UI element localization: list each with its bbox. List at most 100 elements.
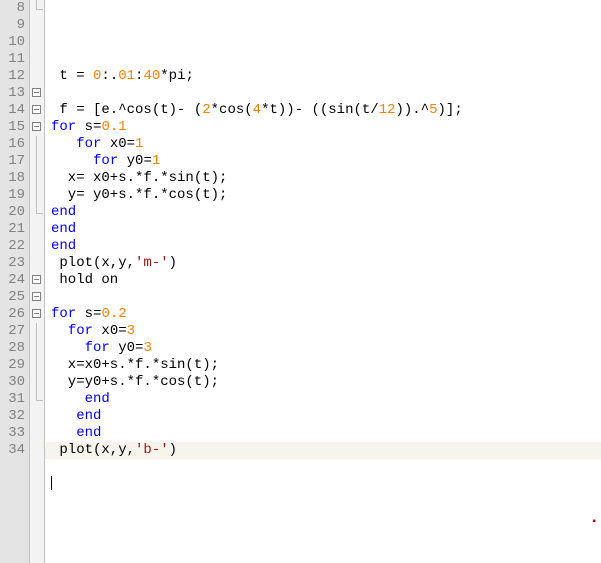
line-number: 30 [0, 374, 25, 391]
code-line[interactable]: x=x0+s.*f.*sin(t); [51, 357, 601, 374]
code-line[interactable]: for s=0.2 [51, 306, 601, 323]
line-number: 12 [0, 68, 25, 85]
token-num: 1 [152, 153, 160, 169]
code-line[interactable] [51, 51, 601, 68]
code-line[interactable] [51, 476, 601, 493]
fold-cell[interactable] [30, 272, 44, 289]
token-id [51, 323, 68, 339]
fold-cell [30, 153, 44, 170]
token-kw: end [76, 425, 101, 441]
line-number: 21 [0, 221, 25, 238]
fold-cell [30, 34, 44, 51]
code-line[interactable] [51, 34, 601, 51]
fold-cell[interactable] [30, 306, 44, 323]
token-kw: for [93, 153, 118, 169]
token-id: s= [76, 306, 101, 322]
line-number: 31 [0, 391, 25, 408]
fold-cell [30, 340, 44, 357]
code-line[interactable]: end [51, 204, 601, 221]
token-id: ) [169, 255, 177, 271]
token-num: 01 [118, 68, 135, 84]
code-line[interactable]: x= x0+s.*f.*sin(t); [51, 170, 601, 187]
token-id: f = [e.^cos(t)- ( [51, 102, 202, 118]
code-line[interactable]: plot(x,y,'b-') [51, 442, 601, 459]
fold-toggle-icon[interactable] [32, 309, 41, 318]
code-line[interactable]: hold on [51, 272, 601, 289]
token-id: )).^ [396, 102, 430, 118]
line-number: 18 [0, 170, 25, 187]
fold-cell [30, 17, 44, 34]
fold-cell [30, 442, 44, 459]
line-number: 11 [0, 51, 25, 68]
token-num: 12 [379, 102, 396, 118]
token-num: 0.2 [101, 306, 126, 322]
line-number: 24 [0, 272, 25, 289]
code-line[interactable]: for y0=3 [51, 340, 601, 357]
code-line[interactable]: end [51, 391, 601, 408]
token-id: plot(x,y, [51, 255, 135, 271]
token-num: 40 [143, 68, 160, 84]
token-op: *pi; [160, 68, 194, 84]
fold-cell [30, 374, 44, 391]
fold-toggle-icon[interactable] [32, 88, 41, 97]
token-id: y0= [110, 340, 144, 356]
code-line[interactable] [51, 85, 601, 102]
fold-toggle-icon[interactable] [32, 275, 41, 284]
code-area[interactable]: t = 0:.01:40*pi; f = [e.^cos(t)- (2*cos(… [45, 0, 601, 563]
code-line[interactable]: end [51, 238, 601, 255]
line-number: 17 [0, 153, 25, 170]
code-line[interactable] [51, 459, 601, 476]
token-num: 4 [253, 102, 261, 118]
line-number: 8 [0, 0, 25, 17]
token-kw: for [51, 306, 76, 322]
fold-cell [30, 51, 44, 68]
code-line[interactable]: end [51, 425, 601, 442]
token-id [51, 391, 85, 407]
line-number: 23 [0, 255, 25, 272]
fold-column[interactable] [30, 0, 45, 563]
line-number-gutter: 8910111213141516171819202122232425262728… [0, 0, 30, 563]
fold-cell [30, 357, 44, 374]
fold-cell[interactable] [30, 102, 44, 119]
fold-cell [30, 391, 44, 408]
fold-cell[interactable] [30, 289, 44, 306]
code-line[interactable]: end [51, 221, 601, 238]
fold-cell[interactable] [30, 119, 44, 136]
line-number: 27 [0, 323, 25, 340]
line-number: 9 [0, 17, 25, 34]
error-marker-icon: ▪ [591, 514, 597, 531]
code-line[interactable] [51, 289, 601, 306]
token-id [51, 425, 76, 441]
code-line[interactable]: for x0=3 [51, 323, 601, 340]
token-id: x=x0+s.*f.*sin(t); [51, 357, 219, 373]
token-id [51, 136, 76, 152]
line-number: 25 [0, 289, 25, 306]
fold-cell [30, 187, 44, 204]
token-id: t = [51, 68, 93, 84]
token-id: s= [76, 119, 101, 135]
line-number: 22 [0, 238, 25, 255]
line-number: 19 [0, 187, 25, 204]
code-line[interactable]: for x0=1 [51, 136, 601, 153]
code-line[interactable]: end [51, 408, 601, 425]
token-id [51, 340, 85, 356]
token-kw: end [76, 408, 101, 424]
fold-cell [30, 68, 44, 85]
code-line[interactable]: for y0=1 [51, 153, 601, 170]
fold-toggle-icon[interactable] [32, 122, 41, 131]
code-line[interactable]: plot(x,y,'m-') [51, 255, 601, 272]
fold-toggle-icon[interactable] [32, 292, 41, 301]
fold-cell [30, 408, 44, 425]
code-line[interactable]: for s=0.1 [51, 119, 601, 136]
fold-toggle-icon[interactable] [32, 105, 41, 114]
code-line[interactable]: t = 0:.01:40*pi; [51, 68, 601, 85]
line-number: 16 [0, 136, 25, 153]
code-line[interactable]: f = [e.^cos(t)- (2*cos(4*t))- ((sin(t/12… [51, 102, 601, 119]
code-line[interactable]: y=y0+s.*f.*cos(t); [51, 374, 601, 391]
fold-cell[interactable] [30, 85, 44, 102]
code-editor[interactable]: 8910111213141516171819202122232425262728… [0, 0, 601, 563]
code-line[interactable]: y= y0+s.*f.*cos(t); [51, 187, 601, 204]
token-kw: end [85, 391, 110, 407]
line-number: 28 [0, 340, 25, 357]
token-id: *t))- ((sin(t/ [261, 102, 379, 118]
